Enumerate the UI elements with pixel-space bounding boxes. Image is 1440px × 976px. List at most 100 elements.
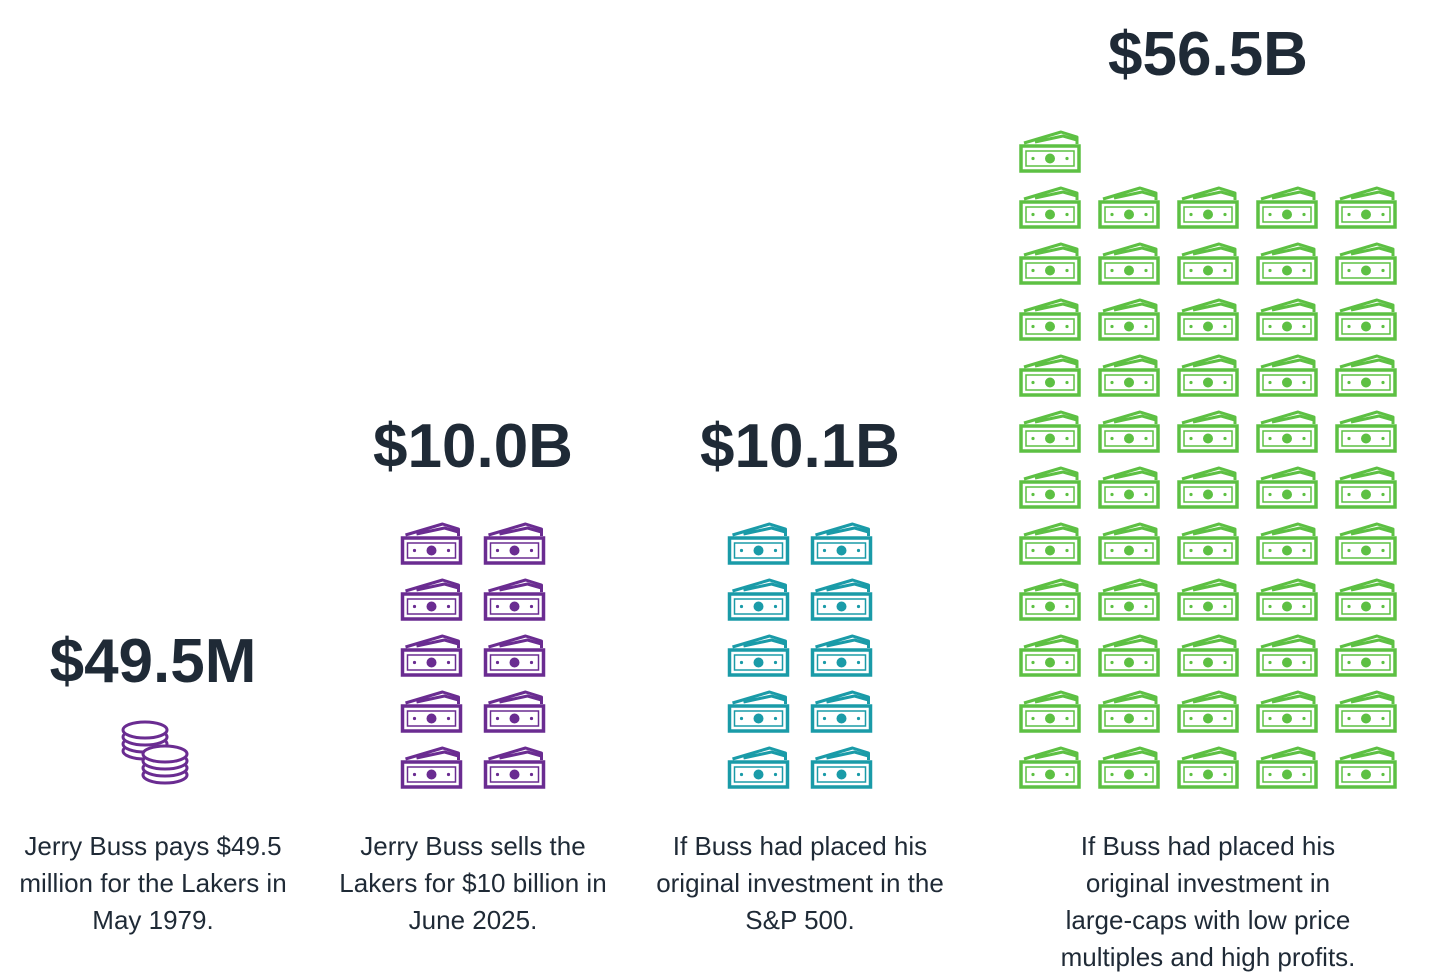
bill-dot: [1144, 212, 1148, 217]
bill-inner: [1025, 598, 1075, 615]
bill-dot: [1144, 772, 1148, 777]
bill-dot: [1268, 492, 1272, 497]
bill-body: [1098, 368, 1160, 397]
bill-dot: [495, 772, 500, 777]
bill-dot: [1268, 268, 1272, 273]
bill-inner: [1183, 710, 1233, 727]
bill-dot: [773, 604, 778, 609]
bill-seal: [1203, 265, 1213, 276]
bill-seal: [836, 657, 847, 668]
bill-seal: [836, 769, 847, 780]
bill-back: [1023, 634, 1079, 649]
bill-back: [405, 746, 460, 761]
bill-dot: [1268, 660, 1272, 665]
bill-dot: [1347, 772, 1351, 777]
bill-dot: [773, 548, 778, 553]
bill-seal: [1282, 377, 1292, 388]
bill-inner: [1183, 542, 1233, 559]
bill-back: [405, 522, 460, 537]
bill-dot: [1347, 716, 1351, 721]
bill-back: [1023, 298, 1079, 313]
bill-dot: [1223, 548, 1227, 553]
bill-back: [1181, 522, 1237, 537]
bill-dot: [1302, 772, 1306, 777]
bill-seal: [1203, 713, 1213, 724]
bill-seal: [509, 601, 520, 612]
bill-dot: [412, 772, 417, 777]
bill-dot: [822, 548, 827, 553]
bill-back: [1102, 578, 1158, 593]
bill-inner: [1025, 206, 1075, 223]
bill-dot: [1065, 660, 1069, 665]
bill-dot: [495, 716, 500, 721]
bill-dot: [1347, 436, 1351, 441]
bill-dot: [1144, 716, 1148, 721]
bill-dot: [529, 548, 534, 553]
bill-inner: [816, 598, 867, 615]
bill-seal: [1203, 601, 1213, 612]
bill-back: [1260, 746, 1316, 761]
bill-inner: [1341, 766, 1391, 783]
bill-seal: [1361, 657, 1371, 668]
bill-back: [1023, 410, 1079, 425]
bill-dot: [1031, 772, 1035, 777]
bill-dot: [1065, 212, 1069, 217]
bill-inner: [406, 542, 457, 559]
bill-dot: [739, 660, 744, 665]
bill-dot: [739, 716, 744, 721]
bill-inner: [1183, 430, 1233, 447]
bill-dot: [1347, 548, 1351, 553]
bill-dot: [1110, 380, 1114, 385]
bill-inner: [1341, 542, 1391, 559]
bill-dot: [1189, 548, 1193, 553]
bill-dot: [495, 660, 500, 665]
bill-dot: [1065, 772, 1069, 777]
bill-seal: [1124, 377, 1134, 388]
bill-dot: [1347, 492, 1351, 497]
bill-seal: [509, 713, 520, 724]
bill-seal: [1282, 265, 1292, 276]
bill-back: [1102, 410, 1158, 425]
bill-dot: [1031, 212, 1035, 217]
bill-inner: [1025, 262, 1075, 279]
bill-seal: [1045, 769, 1055, 780]
bill-dot: [446, 716, 451, 721]
bill-back: [815, 690, 870, 705]
bill-back: [1102, 522, 1158, 537]
bill-dot: [1189, 492, 1193, 497]
bill-inner: [1341, 430, 1391, 447]
bill-dot: [856, 604, 861, 609]
bill-dot: [412, 604, 417, 609]
bill-dot: [1381, 716, 1385, 721]
bill-back: [815, 522, 870, 537]
bill-back: [1260, 634, 1316, 649]
bill-back: [815, 634, 870, 649]
bill-dot: [1031, 436, 1035, 441]
bill-dot: [1144, 548, 1148, 553]
caption: Jerry Buss pays $49.5 million for the La…: [19, 831, 287, 935]
bill-dot: [1347, 268, 1351, 273]
bill-seal: [1282, 321, 1292, 332]
bill-inner: [1183, 654, 1233, 671]
bill-seal: [753, 601, 764, 612]
bill-dot: [1110, 324, 1114, 329]
bill-back: [1102, 690, 1158, 705]
bill-seal: [1124, 545, 1134, 556]
bill-seal: [1282, 545, 1292, 556]
bill-dot: [1268, 772, 1272, 777]
bill-back: [1181, 410, 1237, 425]
bill-seal: [1203, 489, 1213, 500]
bill-seal: [1361, 713, 1371, 724]
bill-dot: [1302, 716, 1306, 721]
value-label: $49.5M: [50, 627, 257, 696]
bill-dot: [739, 548, 744, 553]
bill-seal: [426, 545, 437, 556]
bill-back: [1023, 186, 1079, 201]
bill-body: [1335, 536, 1397, 565]
bill-inner: [1104, 766, 1154, 783]
bill-seal: [836, 713, 847, 724]
bill-body: [1256, 760, 1318, 789]
bill-back: [1023, 578, 1079, 593]
bill-back: [732, 578, 787, 593]
bill-dot: [1381, 268, 1385, 273]
